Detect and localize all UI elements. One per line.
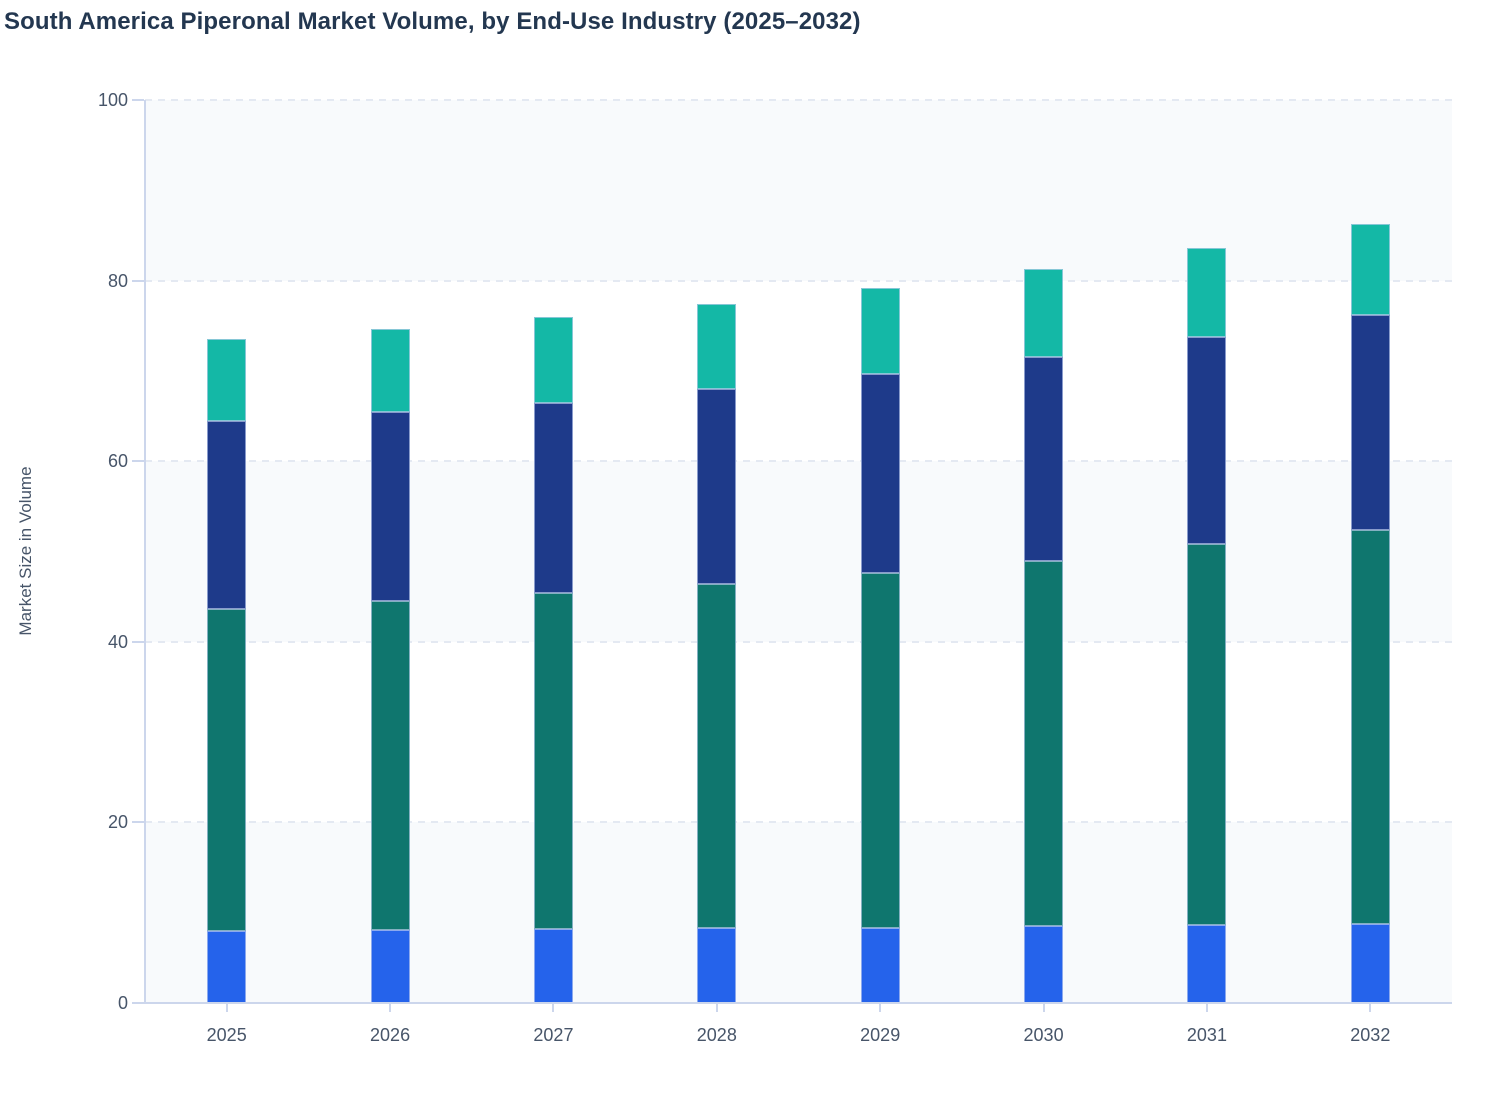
x-tick-2028 xyxy=(715,1003,718,1012)
bar-2026-segment-2-teal[interactable] xyxy=(370,601,410,930)
gridline-80 xyxy=(145,279,1452,282)
bar-2029-segment-1-bottom-blue[interactable] xyxy=(860,928,900,1003)
bar-2027-segment-2-teal[interactable] xyxy=(533,593,573,929)
x-tick-2029 xyxy=(879,1003,882,1012)
bar-2031-segment-3-navy[interactable] xyxy=(1187,336,1227,545)
bar-2025-segment-2-teal[interactable] xyxy=(207,609,247,931)
bar-2030-segment-4-top-mint[interactable] xyxy=(1024,268,1064,358)
x-tick-2030 xyxy=(1042,1003,1045,1012)
y-axis-line xyxy=(144,100,146,1003)
plot-band-80-100 xyxy=(145,100,1452,281)
bar-2027-segment-4-top-mint[interactable] xyxy=(533,316,573,403)
bar-2030-segment-2-teal[interactable] xyxy=(1024,560,1064,927)
y-axis-title: Market Size in Volume xyxy=(16,466,35,636)
bar-2032-segment-1-bottom-blue[interactable] xyxy=(1350,924,1390,1003)
x-tick-label-2032: 2032 xyxy=(1350,1025,1391,1045)
bar-2031-segment-4-top-mint[interactable] xyxy=(1187,248,1227,337)
x-axis-line xyxy=(144,1002,1452,1004)
x-tick-2027 xyxy=(552,1003,555,1012)
bar-2025-segment-3-navy[interactable] xyxy=(207,421,247,610)
bar-2032-segment-4-top-mint[interactable] xyxy=(1350,223,1390,315)
bar-2026-segment-4-top-mint[interactable] xyxy=(370,329,410,413)
y-tick-100 xyxy=(132,99,144,101)
bar-2031-segment-2-teal[interactable] xyxy=(1187,544,1227,926)
y-tick-80 xyxy=(132,279,144,282)
bar-2030-segment-3-navy[interactable] xyxy=(1024,357,1064,561)
y-tick-label-40: 40 xyxy=(107,631,128,652)
x-tick-label-2031: 2031 xyxy=(1186,1025,1227,1045)
x-tick-2025 xyxy=(225,1003,228,1012)
bar-2031-segment-1-bottom-blue[interactable] xyxy=(1187,925,1227,1003)
gridline-20 xyxy=(145,821,1452,824)
x-tick-2031 xyxy=(1205,1003,1208,1012)
y-tick-40 xyxy=(132,640,144,643)
bar-2027-segment-1-bottom-blue[interactable] xyxy=(533,928,573,1003)
bar-2028-segment-3-navy[interactable] xyxy=(697,388,737,584)
y-tick-60 xyxy=(132,460,144,463)
plot-band-40-60 xyxy=(145,461,1452,642)
bar-2029-segment-3-navy[interactable] xyxy=(860,373,900,574)
bar-2028-segment-2-teal[interactable] xyxy=(697,584,737,929)
bar-2025-segment-4-top-mint[interactable] xyxy=(207,339,247,422)
x-tick-label-2027: 2027 xyxy=(533,1025,574,1045)
y-tick-label-60: 60 xyxy=(107,451,128,472)
y-tick-label-20: 20 xyxy=(107,812,128,833)
bar-2028-segment-4-top-mint[interactable] xyxy=(697,304,737,389)
y-tick-label-100: 100 xyxy=(97,90,128,110)
y-tick-0 xyxy=(132,1002,144,1004)
bar-2025-segment-1-bottom-blue[interactable] xyxy=(207,930,247,1003)
bar-2027-segment-3-navy[interactable] xyxy=(533,402,573,594)
gridline-60 xyxy=(145,460,1452,463)
y-tick-label-80: 80 xyxy=(107,270,128,291)
bar-2029-segment-2-teal[interactable] xyxy=(860,573,900,929)
bar-2026-segment-1-bottom-blue[interactable] xyxy=(370,929,410,1003)
plot-band-0-20 xyxy=(145,822,1452,1003)
gridline-40 xyxy=(145,640,1452,643)
x-tick-2026 xyxy=(389,1003,392,1012)
y-tick-label-0: 0 xyxy=(117,993,128,1013)
x-tick-label-2025: 2025 xyxy=(206,1025,247,1045)
gridline-100 xyxy=(145,99,1452,101)
bar-2029-segment-4-top-mint[interactable] xyxy=(860,287,900,374)
x-tick-label-2029: 2029 xyxy=(860,1025,901,1045)
x-tick-label-2030: 2030 xyxy=(1023,1025,1064,1045)
x-tick-label-2026: 2026 xyxy=(370,1025,411,1045)
x-tick-label-2028: 2028 xyxy=(696,1025,737,1045)
bar-2030-segment-1-bottom-blue[interactable] xyxy=(1024,926,1064,1003)
chart-title: South America Piperonal Market Volume, b… xyxy=(4,8,861,35)
x-tick-2032 xyxy=(1369,1003,1372,1012)
y-tick-20 xyxy=(132,821,144,824)
bar-2032-segment-3-navy[interactable] xyxy=(1350,314,1390,530)
bar-2026-segment-3-navy[interactable] xyxy=(370,412,410,602)
bar-2028-segment-1-bottom-blue[interactable] xyxy=(697,928,737,1003)
bar-2032-segment-2-teal[interactable] xyxy=(1350,529,1390,925)
